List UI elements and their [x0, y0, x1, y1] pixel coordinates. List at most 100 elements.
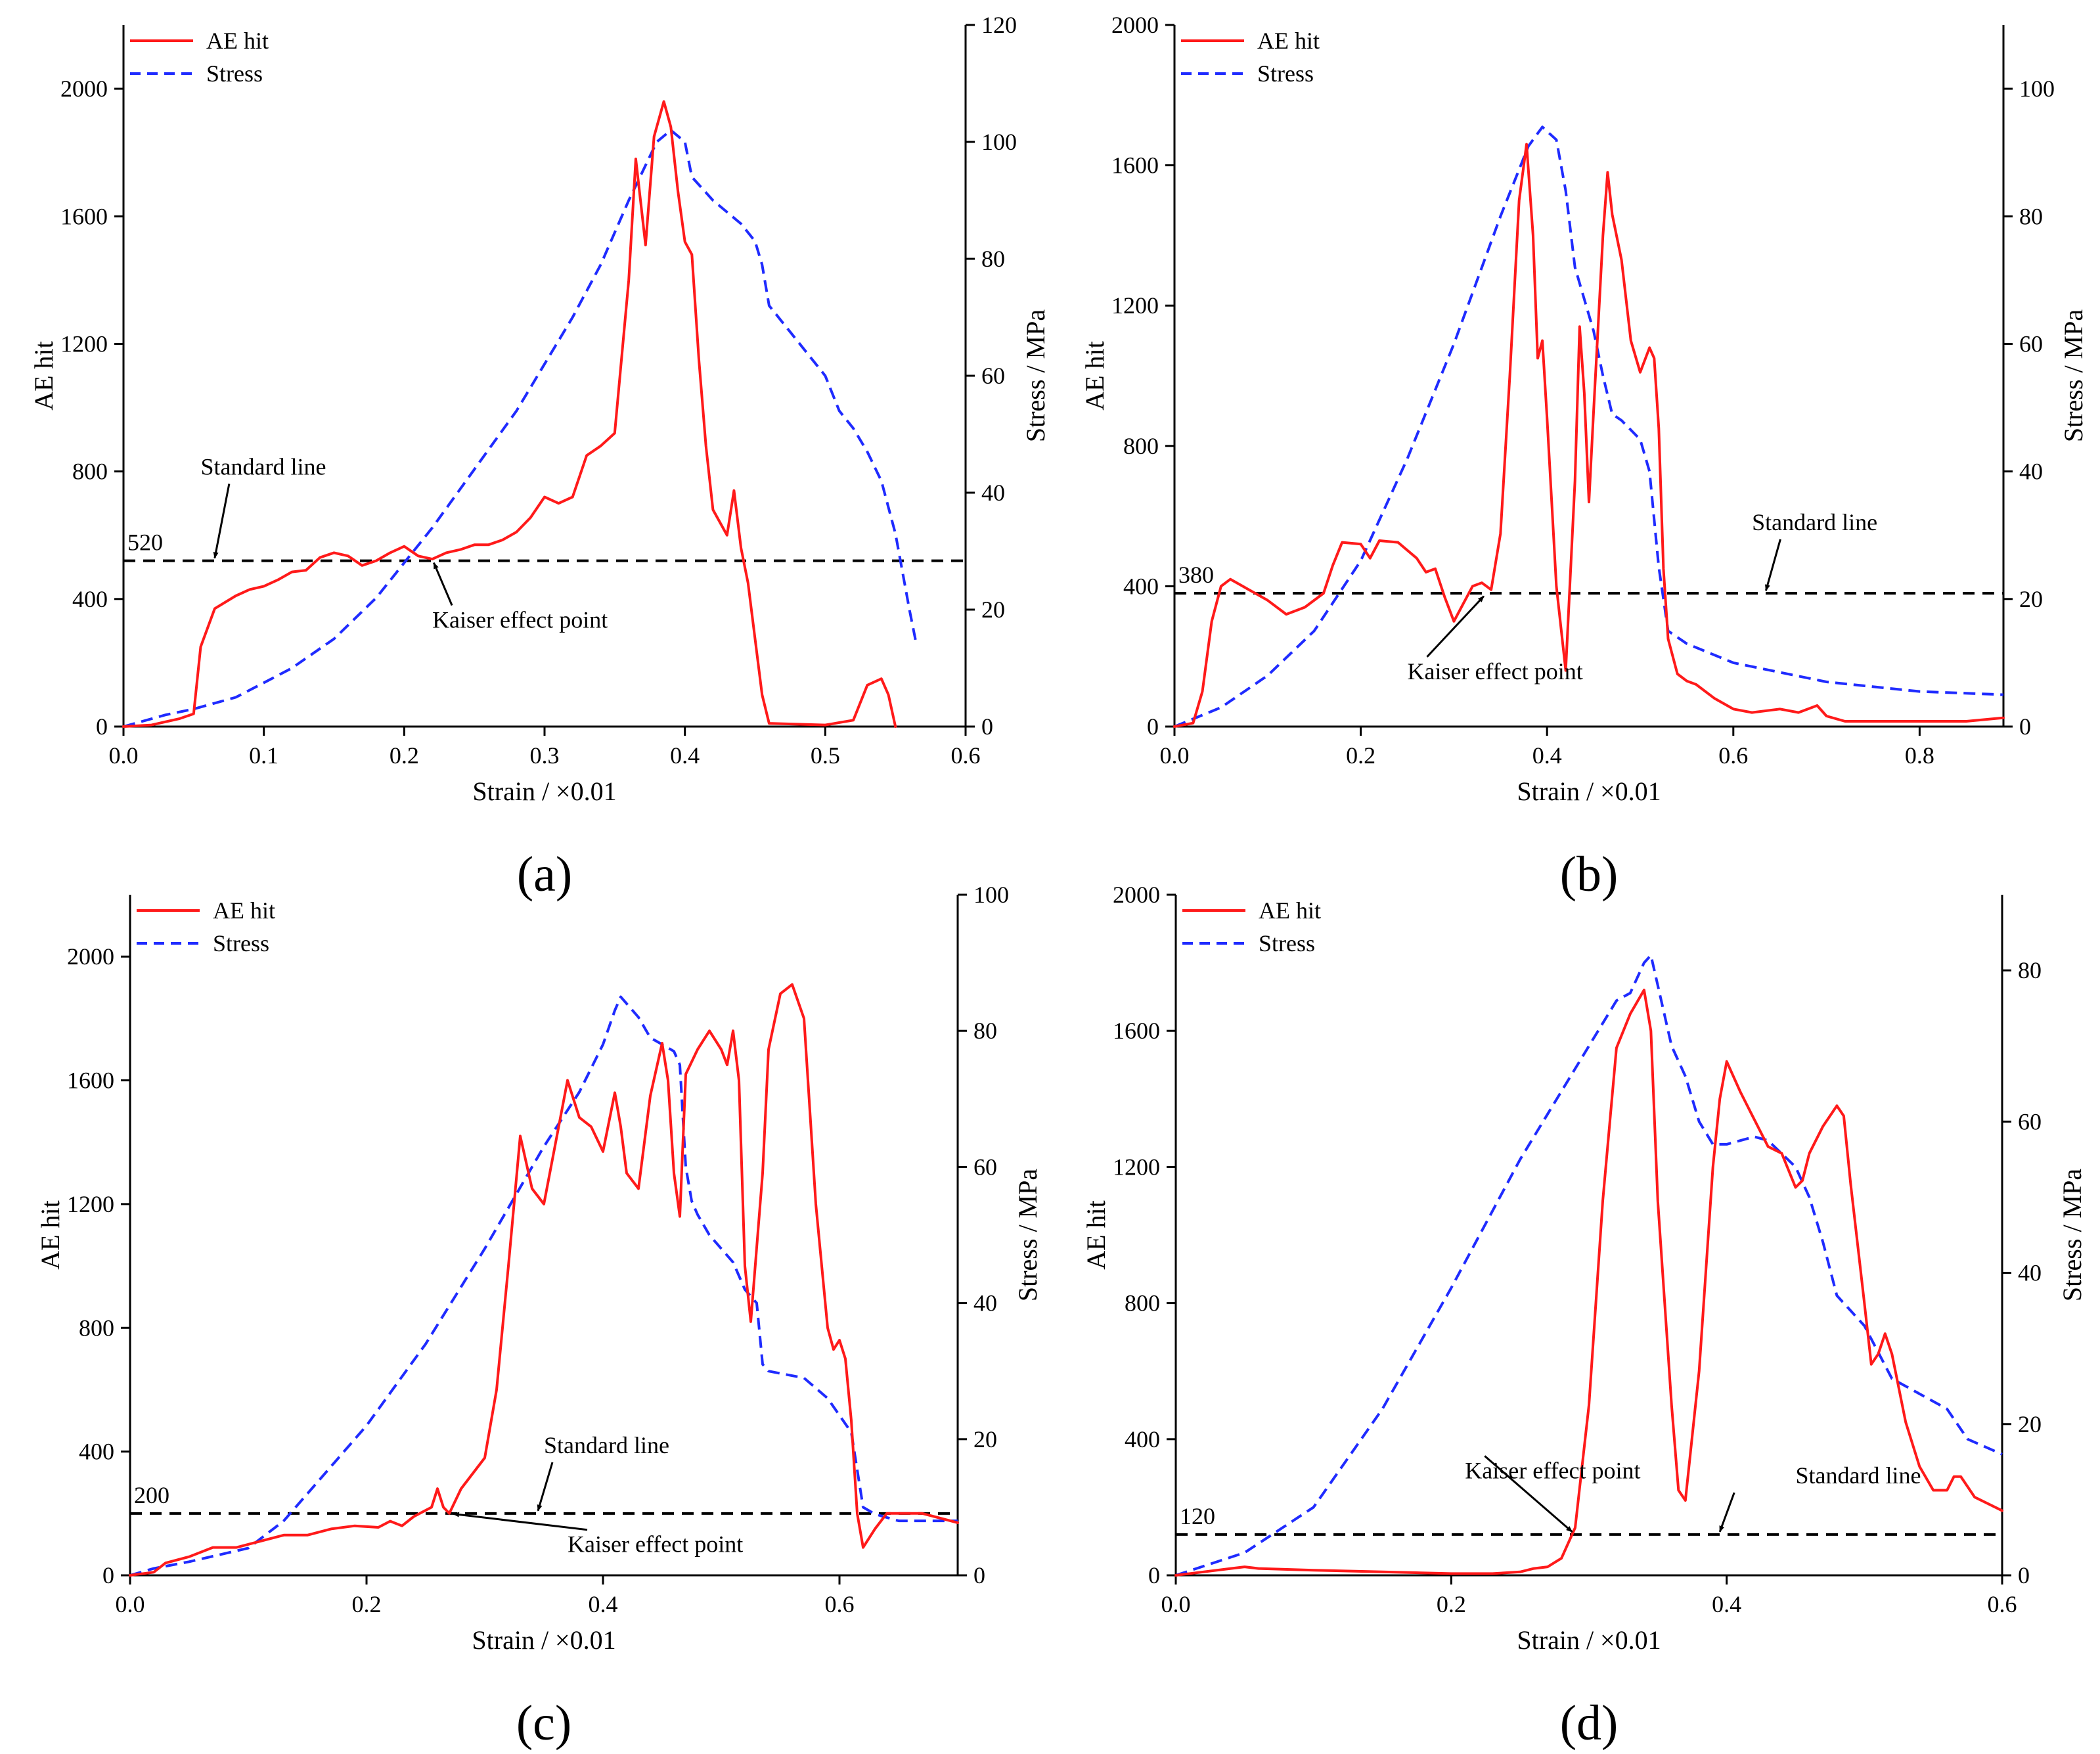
y2-tick-label: 100: [2019, 76, 2055, 102]
y-tick-label: 1200: [60, 330, 108, 357]
y-axis-title: AE hit: [29, 341, 58, 411]
y-tick-label: 1200: [1113, 1154, 1160, 1180]
y2-tick-label: 0: [981, 713, 993, 740]
panel-caption: (c): [516, 1696, 571, 1751]
x-tick-label: 0.0: [109, 742, 139, 769]
y2-tick-label: 20: [973, 1426, 997, 1452]
y-tick-label: 800: [1123, 433, 1159, 459]
y2-tick-label: 20: [981, 596, 1005, 623]
standard-line-annotation: Standard line: [201, 453, 326, 480]
y-axis-title: AE hit: [1081, 1200, 1111, 1270]
y2-tick-label: 20: [2019, 586, 2043, 612]
x-tick-label: 0.0: [116, 1591, 145, 1617]
x-axis-title: Strain / ×0.01: [1517, 1625, 1661, 1655]
x-tick-label: 0.4: [589, 1591, 618, 1617]
y2-tick-label: 80: [981, 246, 1005, 272]
series-d-ae-hit-line: [1174, 989, 2003, 1577]
y-tick-label: 2000: [60, 76, 108, 102]
x-tick-label: 0.1: [249, 742, 279, 769]
standard-line-arrow: [1764, 539, 1781, 592]
series-b-ae-hit-line: [1173, 143, 2005, 728]
y2-tick-label: 40: [2018, 1260, 2042, 1286]
kaiser-point-annotation: Kaiser effect point: [1407, 658, 1582, 685]
panel-caption: (d): [1560, 1696, 1619, 1751]
y2-axis-title: Stress / MPa: [1021, 309, 1050, 442]
standard-line-annotation: Standard line: [544, 1432, 669, 1458]
y2-tick-label: 20: [2018, 1411, 2042, 1437]
y2-axis-title: Stress / MPa: [2059, 309, 2088, 442]
standard-line-annotation: Standard line: [1796, 1462, 1921, 1489]
y-tick-label: 400: [72, 586, 108, 612]
legend-stress-label: Stress: [1257, 60, 1314, 87]
y2-tick-label: 0: [2018, 1562, 2030, 1588]
legend-stress-label: Stress: [1259, 930, 1315, 956]
x-tick-label: 0.5: [811, 742, 840, 769]
y2-tick-label: 80: [973, 1018, 997, 1044]
standard-line-arrow: [537, 1462, 554, 1512]
y-tick-label: 1600: [1113, 1018, 1160, 1044]
x-tick-label: 0.3: [530, 742, 560, 769]
panel-c: 0.0 0.2 0.4 0.6 0 400 800 1200 1600 2000 0 20 40 60 80…: [35, 882, 1042, 1751]
y2-tick-label: 40: [973, 1290, 997, 1316]
x-tick-label: 0.2: [1437, 1591, 1466, 1617]
series-d-stress-line: [1175, 954, 2003, 1577]
y2-tick-label: 80: [2019, 203, 2043, 229]
x-tick-label: 0.8: [1905, 742, 1934, 769]
y2-axis-title: Stress / MPa: [1013, 1169, 1042, 1301]
panel-a: 0.0 0.1 0.2 0.3 0.4 0.5 0.60400800120016002000…: [29, 12, 1050, 902]
standard-line-arrow: [213, 483, 231, 559]
series-c-ae-hit-line: [129, 983, 959, 1577]
y-tick-label: 1600: [67, 1068, 114, 1094]
x-tick-label: 0.2: [1346, 742, 1375, 769]
standard-line-annotation: Standard line: [1752, 509, 1877, 535]
x-tick-label: 0.4: [1712, 1591, 1741, 1617]
x-tick-label: 0.4: [670, 742, 700, 769]
legend-ae-label: AE hit: [1257, 28, 1320, 54]
y2-tick-label: 60: [981, 363, 1005, 389]
kaiser-point-arrow: [1426, 595, 1485, 658]
series-a-ae-hit-line: [122, 100, 897, 728]
panel-caption: (b): [1560, 847, 1619, 902]
legend-stress-label: Stress: [213, 930, 269, 956]
standard-value-label: 520: [127, 529, 163, 556]
x-tick-label: 0.0: [1161, 1591, 1191, 1617]
x-tick-label: 0.4: [1532, 742, 1562, 769]
x-axis-title: Strain / ×0.01: [472, 1625, 615, 1655]
y2-axis-title: Stress / MPa: [2057, 1169, 2087, 1301]
kaiser-point-annotation: Kaiser effect point: [568, 1531, 743, 1558]
standard-value-label: 200: [134, 1482, 169, 1508]
y2-tick-label: 0: [2019, 713, 2031, 740]
y-tick-label: 400: [79, 1439, 114, 1465]
legend-ae-label: AE hit: [206, 28, 269, 54]
y2-tick-label: 120: [981, 12, 1017, 38]
x-axis-title: Strain / ×0.01: [472, 776, 616, 806]
y2-tick-label: 0: [973, 1562, 985, 1588]
standard-line-arrow: [1718, 1492, 1735, 1533]
legend-stress-label: Stress: [206, 60, 263, 87]
y-tick-label: 2000: [67, 943, 114, 970]
y-tick-label: 800: [1125, 1290, 1160, 1316]
standard-value-label: 380: [1178, 562, 1214, 588]
y2-tick-label: 60: [973, 1154, 997, 1180]
legend-ae-label: AE hit: [213, 897, 275, 924]
y2-tick-label: 60: [2018, 1108, 2042, 1135]
kaiser-point-arrow: [1484, 1455, 1573, 1533]
y-tick-label: 800: [79, 1315, 114, 1341]
kaiser-point-arrow: [452, 1512, 588, 1531]
panel-b: 0.0 0.2 0.4 0.6 0.8 0 400 800 1200 1600 2000 0 20 40 6…: [1080, 12, 2088, 902]
y-axis-title: AE hit: [35, 1200, 65, 1270]
kaiser-point-arrow: [433, 562, 453, 606]
y-tick-label: 2000: [1113, 882, 1160, 908]
x-tick-label: 0.2: [352, 1591, 382, 1617]
y-tick-label: 1600: [60, 203, 108, 229]
series-a-stress-line: [123, 129, 918, 728]
y2-tick-label: 60: [2019, 330, 2043, 357]
y2-tick-label: 80: [2018, 957, 2042, 983]
series-b-stress-line: [1174, 125, 2004, 728]
x-axis-title: Strain / ×0.01: [1517, 776, 1661, 806]
y-tick-label: 0: [1147, 713, 1159, 740]
standard-value-label: 120: [1180, 1503, 1215, 1529]
y-tick-label: 0: [102, 1562, 114, 1588]
x-tick-label: 0.0: [1160, 742, 1190, 769]
